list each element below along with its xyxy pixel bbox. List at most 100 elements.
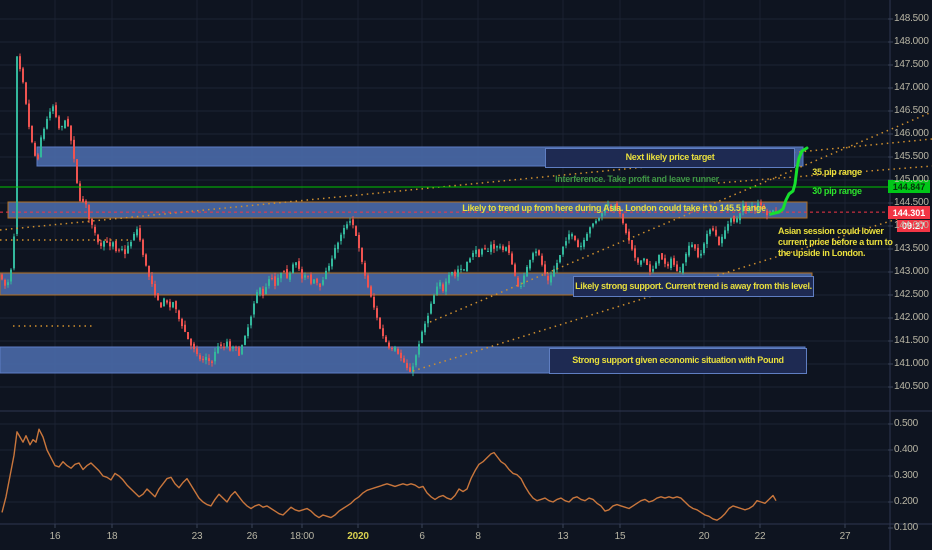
candle-body <box>124 249 126 255</box>
candle-body <box>253 303 255 315</box>
candle-body <box>619 208 621 214</box>
candle-body <box>688 245 690 256</box>
candle-body <box>208 358 210 362</box>
candle-body <box>448 274 450 283</box>
candle-body <box>541 255 543 265</box>
candle-body <box>466 261 468 272</box>
candle-body <box>760 202 762 206</box>
candle-body <box>301 269 303 279</box>
indicator-line <box>1 428 777 521</box>
candle-body <box>31 125 33 143</box>
candle-body <box>703 243 705 254</box>
candle-body <box>127 245 129 254</box>
candle-body <box>37 154 39 159</box>
candle-body <box>370 286 372 297</box>
candle-body <box>442 284 444 292</box>
candle-body <box>742 204 744 212</box>
candle-body <box>214 351 216 362</box>
candle-body <box>625 223 627 233</box>
candle-body <box>283 270 285 272</box>
candle-body <box>1 274 3 280</box>
candle-body <box>487 250 489 252</box>
candle-body <box>478 249 480 258</box>
candle-body <box>415 355 417 366</box>
candle-body <box>664 258 666 264</box>
candle-body <box>655 262 657 269</box>
candle-body <box>352 219 354 225</box>
candle-body <box>628 231 630 241</box>
candle-body <box>406 363 408 368</box>
candle-body <box>202 358 204 361</box>
candle-body <box>421 331 423 344</box>
candle-body <box>238 347 240 356</box>
candle-body <box>592 223 594 227</box>
candle-body <box>166 300 168 303</box>
candle-body <box>73 139 75 159</box>
candle-body <box>751 205 753 208</box>
candle-body <box>382 328 384 337</box>
candle-body <box>568 234 570 240</box>
candle-body <box>196 348 198 354</box>
candle-body <box>427 315 429 324</box>
candle-body <box>163 298 165 307</box>
candle-body <box>304 275 306 278</box>
candle-body <box>334 248 336 259</box>
candle-body <box>76 159 78 183</box>
candle-body <box>691 244 693 248</box>
candle-body <box>433 295 435 304</box>
candle-body <box>439 282 441 287</box>
candle-body <box>181 318 183 327</box>
candle-body <box>175 301 177 310</box>
candle-body <box>562 246 564 255</box>
candle-body <box>577 240 579 248</box>
candle-body <box>109 242 111 247</box>
candle-body <box>367 275 369 288</box>
candle-body <box>715 229 717 236</box>
candle-body <box>361 247 363 262</box>
candle-body <box>379 317 381 329</box>
candle-body <box>718 236 720 246</box>
candle-body <box>745 204 747 211</box>
candle-body <box>268 279 270 286</box>
candle-body <box>544 264 546 275</box>
candle-body <box>700 253 702 256</box>
candle-body <box>49 111 51 118</box>
candle-body <box>721 236 723 244</box>
candle-body <box>220 344 222 346</box>
candle-body <box>499 246 501 248</box>
candle-body <box>649 264 651 272</box>
candle-body <box>454 271 456 277</box>
candle-body <box>316 278 318 283</box>
candle-body <box>358 234 360 249</box>
candle-body <box>85 200 87 205</box>
candle-body <box>397 348 399 354</box>
candle-body <box>58 116 60 129</box>
candle-body <box>67 118 69 127</box>
candle-body <box>4 279 6 286</box>
candle-body <box>496 246 498 248</box>
candle-body <box>610 205 612 211</box>
candle-body <box>724 230 726 239</box>
candle-body <box>154 283 156 296</box>
candle-body <box>493 244 495 249</box>
candle-body <box>307 275 309 277</box>
candle-body <box>535 251 537 254</box>
candle-body <box>256 292 258 304</box>
candle-body <box>247 327 249 337</box>
candle-body <box>640 260 642 265</box>
candle-body <box>523 275 525 284</box>
zone-pound-support-zone <box>0 346 806 374</box>
candle-body <box>682 263 684 273</box>
candle-body <box>739 213 741 221</box>
candle-body <box>505 247 507 251</box>
trendline <box>0 138 932 231</box>
candle-body <box>706 233 708 245</box>
candle-body <box>460 268 462 270</box>
candle-body <box>532 253 534 260</box>
candle-body <box>511 253 513 265</box>
candle-body <box>469 258 471 263</box>
candle-body <box>70 125 72 141</box>
candle-body <box>100 242 102 246</box>
